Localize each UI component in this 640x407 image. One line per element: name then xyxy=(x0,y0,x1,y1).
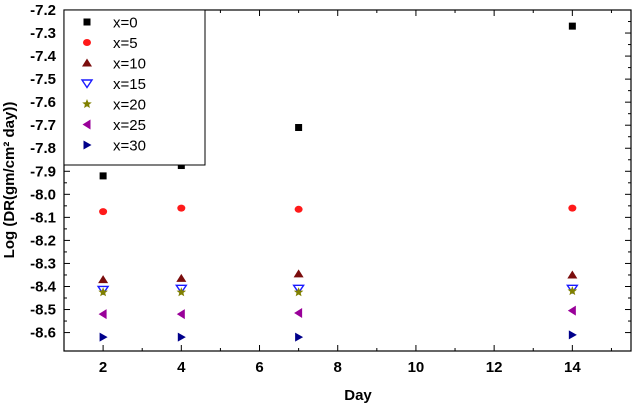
x-tick-label: 14 xyxy=(564,359,581,376)
x-tick-label: 12 xyxy=(486,359,503,376)
data-point xyxy=(175,284,188,295)
data-point xyxy=(294,205,303,213)
y-tick-label: -8.1 xyxy=(30,209,56,226)
y-tick-label: -7.4 xyxy=(30,48,57,65)
data-point xyxy=(98,309,107,320)
y-tick-label: -8.5 xyxy=(30,302,56,319)
data-point xyxy=(567,286,578,296)
data-point xyxy=(293,287,304,297)
x-axis: 2 4 6 8 10 12 14 xyxy=(99,10,612,376)
legend-label: x=5 xyxy=(113,35,138,52)
legend-marker xyxy=(83,18,91,26)
data-point xyxy=(98,275,109,284)
y-tick-label: -7.5 xyxy=(30,71,56,88)
y-tick-label: -7.2 xyxy=(30,2,56,19)
legend-label: x=25 xyxy=(113,117,146,134)
legend-marker xyxy=(82,99,92,109)
y-axis: -7.2 -7.3 -7.4 -7.5 -7.6 -7.7 -7.8 -7.9 -8.0 -8.1… xyxy=(30,2,631,342)
y-tick-label: -8.6 xyxy=(30,325,56,342)
data-point xyxy=(566,284,579,295)
plot-frame xyxy=(63,9,632,352)
legend-marker xyxy=(82,119,91,130)
y-tick-label: -7.9 xyxy=(30,163,56,180)
data-point xyxy=(99,208,108,216)
data-point xyxy=(177,332,186,342)
legend: x=0 x=5 x=10 x=15 x=20 x=25 x=30 xyxy=(63,9,206,166)
data-point xyxy=(176,287,187,297)
y-tick-label: -8.2 xyxy=(30,232,56,249)
legend-label: x=20 xyxy=(113,97,146,114)
x-tick-label: 6 xyxy=(255,359,263,376)
legend-label: x=0 xyxy=(113,15,138,32)
data-point xyxy=(568,22,576,30)
legend-label: x=15 xyxy=(113,76,146,93)
data-point xyxy=(295,124,303,132)
data-point xyxy=(176,309,185,320)
y-tick-label: -7.7 xyxy=(30,117,56,134)
legend-marker xyxy=(82,58,92,67)
y-tick-label: -8.3 xyxy=(30,255,56,272)
data-point xyxy=(99,332,108,342)
data-point xyxy=(568,330,577,340)
x-tick-label: 4 xyxy=(177,359,186,376)
y-tick-label: -8.0 xyxy=(30,186,56,203)
y-tick-label: -8.4 xyxy=(30,278,57,295)
data-point xyxy=(177,162,185,170)
y-tick-label: -7.3 xyxy=(30,25,56,42)
data-point xyxy=(176,273,187,282)
legend-marker xyxy=(83,140,92,150)
legend-marker xyxy=(80,79,94,89)
data-point xyxy=(292,284,305,295)
legend-label: x=30 xyxy=(113,138,146,155)
data-point xyxy=(295,332,304,342)
legend-marker xyxy=(83,39,91,46)
data-point xyxy=(568,204,577,212)
data-point xyxy=(293,269,304,278)
x-tick-label: 2 xyxy=(99,359,107,376)
data-point xyxy=(567,270,578,279)
data-point xyxy=(98,287,108,297)
x-tick-label: 10 xyxy=(408,359,425,376)
data-points xyxy=(96,22,579,342)
y-axis-title: Log (DR(gm/cm² day)) xyxy=(1,102,18,259)
x-axis-title: Day xyxy=(344,387,372,404)
legend-label: x=10 xyxy=(113,56,146,73)
data-point xyxy=(96,285,110,296)
x-tick-label: 8 xyxy=(334,359,342,376)
data-point xyxy=(177,204,186,212)
data-point xyxy=(294,307,303,318)
y-tick-label: -7.6 xyxy=(30,94,56,111)
y-tick-label: -7.8 xyxy=(30,140,56,157)
data-point xyxy=(99,172,107,180)
data-point xyxy=(567,305,576,316)
